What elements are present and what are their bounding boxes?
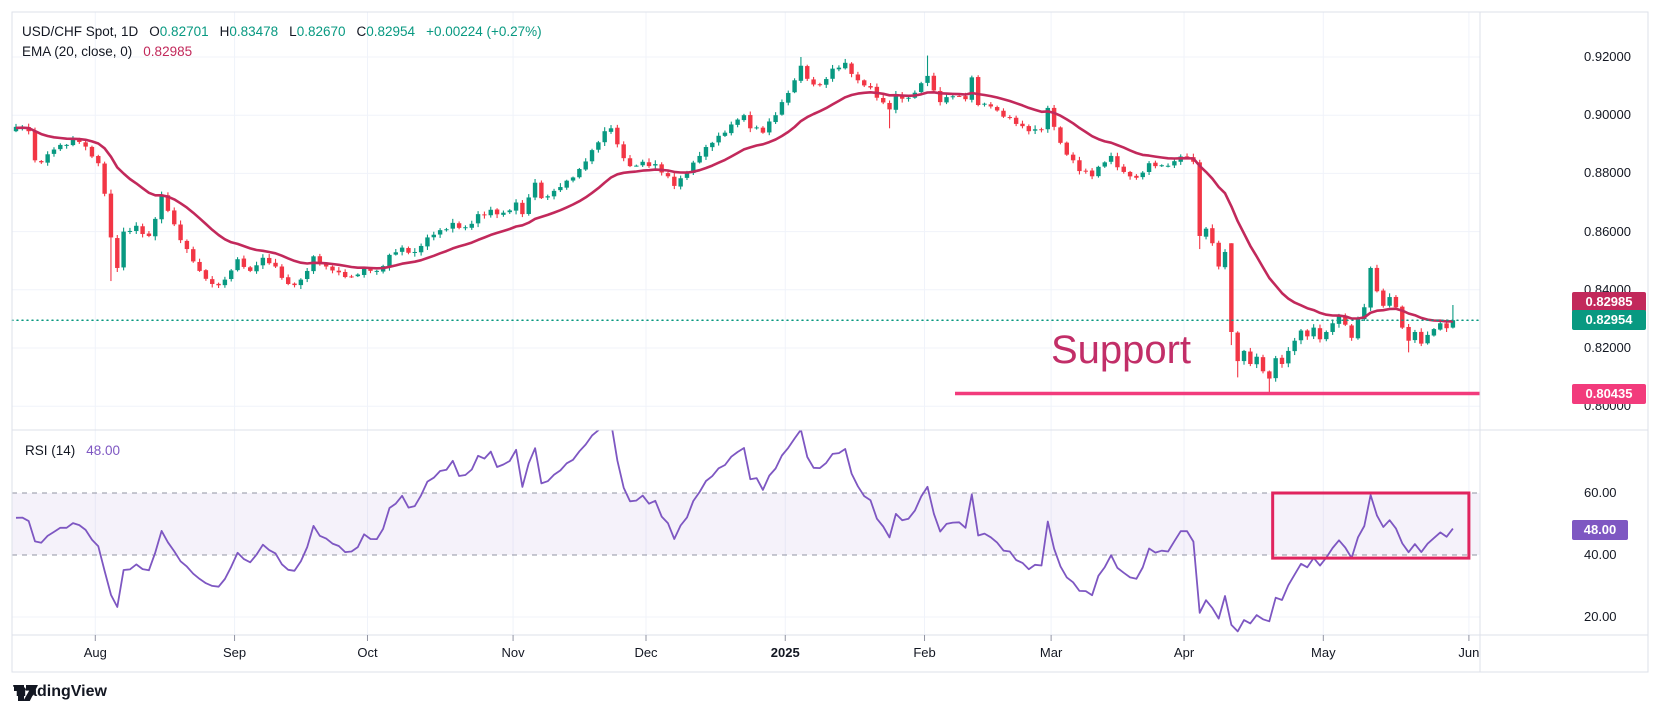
price-tick-label: 0.88000 (1584, 165, 1631, 181)
symbol-legend[interactable]: USD/CHF Spot, 1D O0.82701 H0.83478 L0.82670… (22, 24, 542, 39)
close-value: 0.82954 (366, 24, 416, 39)
tradingview-logo-icon (14, 685, 38, 701)
time-tick-label: Nov (501, 645, 525, 660)
open-value: 0.82701 (159, 24, 209, 39)
support-price-badge: 0.80435 (1572, 383, 1646, 404)
time-tick-label: Feb (913, 645, 936, 660)
high-label: H (219, 24, 230, 39)
time-tick-label: Mar (1039, 645, 1063, 660)
support-annotation-text[interactable]: Support (1050, 328, 1192, 372)
rsi-label: RSI (14) (25, 443, 76, 458)
rsi-tick-label: 60.00 (1584, 485, 1617, 500)
symbol-title: USD/CHF Spot, 1D (22, 24, 139, 39)
price-tick-label: 0.90000 (1584, 107, 1631, 123)
time-tick-label: Dec (634, 645, 658, 660)
time-tick-label: Sep (222, 645, 247, 660)
high-value: 0.83478 (229, 24, 279, 39)
price-tick-label: 0.86000 (1584, 223, 1631, 239)
last-price-badge: 0.82954 (1572, 310, 1646, 331)
ema-legend[interactable]: EMA (20, close, 0) 0.82985 (22, 44, 192, 59)
price-tick-label: 0.82000 (1584, 340, 1631, 355)
ema-value: 0.82985 (143, 44, 193, 59)
low-value: 0.82670 (296, 24, 346, 39)
low-label: L (289, 24, 297, 39)
time-tick-label: May (1311, 645, 1336, 660)
open-label: O (149, 24, 160, 39)
rsi-tick-label: 20.00 (1584, 609, 1617, 624)
price-tick-label: 0.92000 (1584, 49, 1631, 64)
time-tick-label: Oct (357, 645, 378, 660)
ema-price-badge: 0.82985 (1572, 292, 1646, 313)
ema-label: EMA (20, close, 0) (22, 44, 133, 59)
time-tick-label: Aug (83, 645, 107, 660)
rsi-tick-label: 40.00 (1584, 547, 1617, 562)
time-tick-label: Apr (1173, 645, 1195, 660)
close-label: C (356, 24, 367, 39)
rsi-value-badge: 48.00 (1572, 520, 1628, 541)
tradingview-logo[interactable]: TradingView (13, 683, 107, 701)
time-tick-label: Jun (1458, 645, 1480, 660)
rsi-legend[interactable]: RSI (14) 48.00 (25, 443, 120, 458)
time-tick-label: 2025 (770, 645, 800, 660)
change-value: +0.00224 (+0.27%) (426, 24, 542, 39)
rsi-value: 48.00 (86, 443, 121, 458)
